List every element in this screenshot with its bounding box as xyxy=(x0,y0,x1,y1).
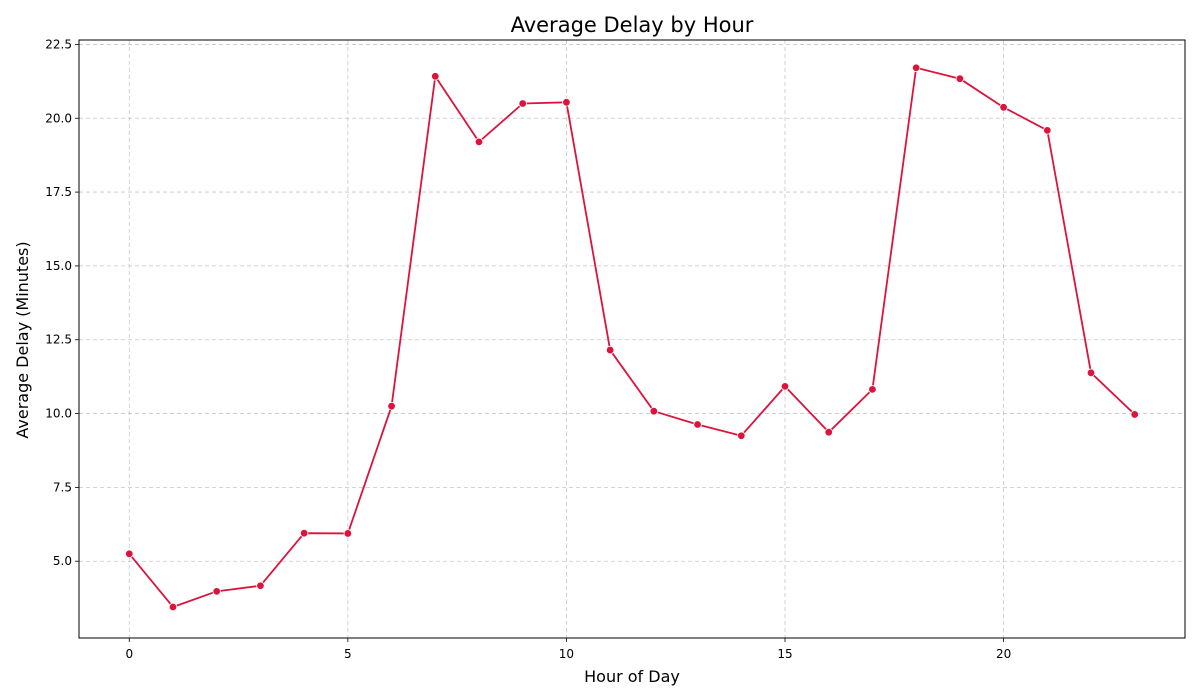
axes xyxy=(78,39,1186,639)
grid xyxy=(79,40,1185,638)
y-tick-label: 22.5 xyxy=(45,37,72,51)
y-tick-label: 12.5 xyxy=(45,333,72,347)
data-point[interactable] xyxy=(1043,126,1052,135)
data-point[interactable] xyxy=(125,549,134,559)
data-point[interactable] xyxy=(649,407,659,416)
y-tick-label: 5.0 xyxy=(53,554,72,568)
y-axis-label: Average Delay (Minutes) xyxy=(13,241,32,438)
data-point[interactable] xyxy=(999,103,1008,112)
data-point[interactable] xyxy=(562,98,571,107)
data-point[interactable] xyxy=(518,99,527,108)
data-point[interactable] xyxy=(256,581,265,590)
data-point[interactable] xyxy=(737,431,746,440)
data-point[interactable] xyxy=(343,529,353,538)
x-axis-ticks: 0 5 10 15 20 xyxy=(125,638,1011,661)
data-point[interactable] xyxy=(868,385,877,394)
chart-title: Average Delay by Hour xyxy=(511,13,754,37)
data-point[interactable] xyxy=(431,72,440,81)
y-tick-label: 10.0 xyxy=(45,407,72,421)
data-point[interactable] xyxy=(387,401,396,411)
series-average-delay xyxy=(125,63,1139,612)
data-point[interactable] xyxy=(474,137,484,147)
data-point[interactable] xyxy=(824,427,833,437)
y-tick-label: 17.5 xyxy=(45,185,72,199)
data-point[interactable] xyxy=(299,528,309,538)
x-axis-label: Hour of Day xyxy=(584,667,680,686)
data-point[interactable] xyxy=(1130,410,1139,419)
y-tick-label: 20.0 xyxy=(45,111,72,125)
y-axis-ticks: 5.0 7.5 10.0 12.5 15.0 17.5 20.0 22.5 xyxy=(45,37,79,568)
series-line xyxy=(128,66,1136,608)
data-point[interactable] xyxy=(212,587,221,596)
data-point[interactable] xyxy=(168,602,178,612)
data-point[interactable] xyxy=(780,382,790,391)
data-point[interactable] xyxy=(605,345,615,355)
data-point[interactable] xyxy=(911,63,921,72)
x-tick-label: 5 xyxy=(344,647,352,661)
x-tick-label: 10 xyxy=(559,647,574,661)
x-tick-label: 15 xyxy=(777,647,792,661)
data-point[interactable] xyxy=(955,74,965,83)
data-point[interactable] xyxy=(1086,368,1096,378)
plot-frame xyxy=(78,39,1186,639)
y-tick-label: 7.5 xyxy=(53,480,72,494)
data-point[interactable] xyxy=(693,420,702,429)
x-tick-label: 0 xyxy=(125,647,133,661)
y-tick-label: 15.0 xyxy=(45,259,72,273)
x-tick-label: 20 xyxy=(996,647,1011,661)
